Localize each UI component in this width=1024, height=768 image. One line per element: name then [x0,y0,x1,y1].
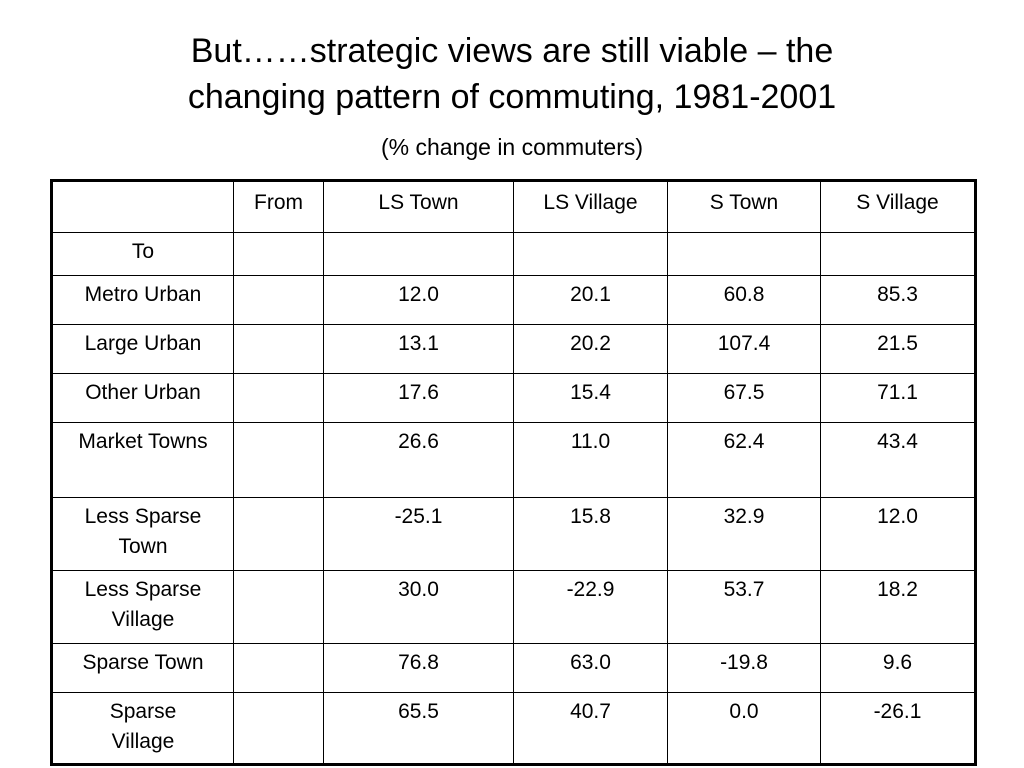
value-cell: 40.7 [513,692,668,765]
value-cell: 21.5 [820,324,976,374]
row-label-line-1: Sparse [109,700,177,723]
value-cell: -26.1 [820,692,976,765]
table-row-less-sparse-village: Less Sparse Village 30.0 -22.9 53.7 18.2 [51,570,976,644]
empty-cell [233,643,324,693]
slide-title-line-1: But……strategic views are still viable – … [190,32,834,70]
empty-cell [820,232,976,276]
table-row-market-towns: Market Towns 26.6 11.0 62.4 43.4 [51,422,976,498]
table-row-sparse-town: Sparse Town 76.8 63.0 -19.8 9.6 [51,643,976,693]
row-label: Other Urban [51,373,234,423]
empty-cell [233,232,324,276]
table-row-less-sparse-town: Less Sparse Town -25.1 15.8 32.9 12.0 [51,497,976,571]
column-header-ls-village: LS Village [513,180,668,233]
table-row-metro-urban: Metro Urban 12.0 20.1 60.8 85.3 [51,275,976,325]
row-label: Large Urban [51,324,234,374]
to-row: To [51,232,976,276]
empty-cell [667,232,821,276]
empty-cell [233,422,324,498]
value-cell: 18.2 [820,570,976,644]
row-label: Market Towns [51,422,234,498]
value-cell: 20.2 [513,324,668,374]
value-cell: 15.8 [513,497,668,571]
empty-cell [513,232,668,276]
value-cell: 53.7 [667,570,821,644]
value-cell: -19.8 [667,643,821,693]
value-cell: 76.8 [323,643,514,693]
to-label-cell: To [51,232,234,276]
value-cell: 26.6 [323,422,514,498]
row-label-line-2: Town [118,535,168,558]
value-cell: 17.6 [323,373,514,423]
table-header-row: From LS Town LS Village S Town S Village [51,180,976,233]
value-cell: 60.8 [667,275,821,325]
row-label: Less Sparse Town [51,497,234,571]
row-label-line-2: Village [111,730,175,753]
value-cell: 85.3 [820,275,976,325]
slide-subtitle: (% change in commuters) [380,134,644,160]
value-cell: 30.0 [323,570,514,644]
slide-title: But……strategic views are still viable – … [0,28,1024,120]
value-cell: 11.0 [513,422,668,498]
empty-cell [233,692,324,765]
value-cell: 15.4 [513,373,668,423]
value-cell: 9.6 [820,643,976,693]
empty-cell [233,324,324,374]
value-cell: 63.0 [513,643,668,693]
value-cell: 65.5 [323,692,514,765]
row-label-line-1: Less Sparse [84,578,202,601]
row-label-line-1: Less Sparse [84,505,202,528]
value-cell: -25.1 [323,497,514,571]
from-header-cell: From [233,180,324,233]
empty-cell [233,497,324,571]
value-cell: 67.5 [667,373,821,423]
empty-cell [233,275,324,325]
value-cell: 32.9 [667,497,821,571]
value-cell: 107.4 [667,324,821,374]
value-cell: -22.9 [513,570,668,644]
row-label: Less Sparse Village [51,570,234,644]
row-label: Metro Urban [51,275,234,325]
table-row-large-urban: Large Urban 13.1 20.2 107.4 21.5 [51,324,976,374]
row-label-line-2: Village [111,608,175,631]
value-cell: 0.0 [667,692,821,765]
corner-cell [51,180,234,233]
value-cell: 12.0 [820,497,976,571]
value-cell: 13.1 [323,324,514,374]
column-header-ls-town: LS Town [323,180,514,233]
value-cell: 62.4 [667,422,821,498]
value-cell: 71.1 [820,373,976,423]
slide-title-line-2: changing pattern of commuting, 1981-2001 [187,78,837,116]
table-row-other-urban: Other Urban 17.6 15.4 67.5 71.1 [51,373,976,423]
commuting-change-table: From LS Town LS Village S Town S Village… [50,179,977,766]
empty-cell [233,570,324,644]
value-cell: 12.0 [323,275,514,325]
column-header-s-village: S Village [820,180,976,233]
row-label: Sparse Village [51,692,234,765]
column-header-s-town: S Town [667,180,821,233]
empty-cell [323,232,514,276]
empty-cell [233,373,324,423]
value-cell: 43.4 [820,422,976,498]
row-label: Sparse Town [51,643,234,693]
value-cell: 20.1 [513,275,668,325]
table-row-sparse-village: Sparse Village 65.5 40.7 0.0 -26.1 [51,692,976,765]
